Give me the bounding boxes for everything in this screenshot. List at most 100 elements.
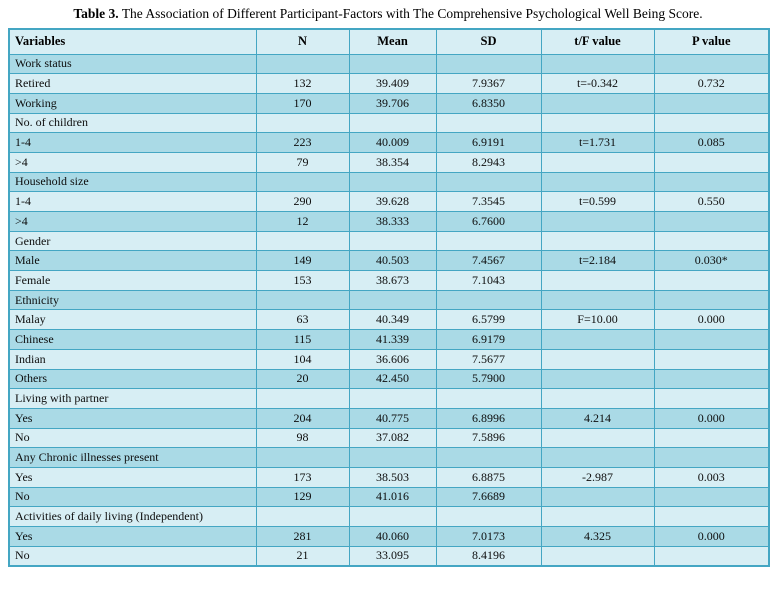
cell-variable: Indian <box>8 348 257 370</box>
group-row: Living with partner <box>8 388 770 409</box>
cell-p-value: 0.085 <box>653 132 770 153</box>
cell-variable: Male <box>8 250 257 272</box>
cell-n <box>255 506 350 527</box>
group-row: Any Chronic illnesses present <box>8 447 770 468</box>
group-row: Household size <box>8 171 770 193</box>
cell-mean: 38.354 <box>348 151 437 173</box>
cell-variable: No <box>8 427 257 449</box>
cell-sd: 7.5677 <box>435 348 542 370</box>
cell-sd <box>435 447 542 468</box>
cell-p-value <box>653 368 770 390</box>
cell-variable: Chinese <box>8 329 257 350</box>
cell-mean: 37.082 <box>348 427 437 449</box>
cell-variable: Gender <box>8 230 257 252</box>
cell-sd: 6.9179 <box>435 329 542 350</box>
cell-tf-value <box>540 53 655 75</box>
col-header-mean: Mean <box>348 28 437 55</box>
cell-variable: Work status <box>8 53 257 75</box>
results-table: Variables N Mean SD t/F value P value Wo… <box>8 28 770 567</box>
table-row: 1-4 223 40.009 6.9191 t=1.731 0.085 <box>8 132 770 153</box>
cell-variable: Yes <box>8 407 257 429</box>
cell-p-value <box>653 53 770 75</box>
cell-sd: 8.2943 <box>435 151 542 173</box>
cell-variable: No. of children <box>8 112 257 134</box>
cell-tf-value <box>540 289 655 311</box>
table-row: Yes 281 40.060 7.0173 4.325 0.000 <box>8 526 770 547</box>
cell-n <box>255 447 350 468</box>
table-row: Chinese 115 41.339 6.9179 <box>8 329 770 350</box>
cell-variable: Ethnicity <box>8 289 257 311</box>
cell-mean: 38.333 <box>348 211 437 232</box>
cell-p-value <box>653 447 770 468</box>
cell-sd: 6.8350 <box>435 92 542 114</box>
table-row: Malay 63 40.349 6.5799 F=10.00 0.000 <box>8 309 770 331</box>
cell-tf-value <box>540 151 655 173</box>
table-row: Yes 204 40.775 6.8996 4.214 0.000 <box>8 407 770 429</box>
cell-variable: 1-4 <box>8 132 257 153</box>
cell-tf-value <box>540 348 655 370</box>
cell-variable: No <box>8 545 257 567</box>
cell-sd: 8.4196 <box>435 545 542 567</box>
cell-p-value: 0.550 <box>653 191 770 212</box>
cell-n: 129 <box>255 486 350 508</box>
cell-mean <box>348 506 437 527</box>
cell-mean: 40.349 <box>348 309 437 331</box>
cell-sd <box>435 230 542 252</box>
cell-mean <box>348 289 437 311</box>
cell-p-value: 0.732 <box>653 73 770 94</box>
cell-n: 12 <box>255 211 350 232</box>
cell-p-value <box>653 289 770 311</box>
cell-tf-value <box>540 388 655 409</box>
cell-sd: 7.6689 <box>435 486 542 508</box>
cell-p-value <box>653 348 770 370</box>
cell-sd: 7.3545 <box>435 191 542 212</box>
cell-n: 20 <box>255 368 350 390</box>
cell-p-value: 0.000 <box>653 407 770 429</box>
cell-mean: 40.009 <box>348 132 437 153</box>
cell-n: 281 <box>255 526 350 547</box>
cell-variable: No <box>8 486 257 508</box>
cell-n: 115 <box>255 329 350 350</box>
cell-p-value <box>653 112 770 134</box>
col-header-tf-value: t/F value <box>540 28 655 55</box>
cell-mean: 41.339 <box>348 329 437 350</box>
cell-mean <box>348 230 437 252</box>
group-row: No. of children <box>8 112 770 134</box>
cell-tf-value <box>540 211 655 232</box>
cell-n <box>255 171 350 193</box>
cell-mean <box>348 112 437 134</box>
table-row: Yes 173 38.503 6.8875 -2.987 0.003 <box>8 466 770 488</box>
cell-sd: 7.4567 <box>435 250 542 272</box>
cell-variable: >4 <box>8 211 257 232</box>
cell-tf-value <box>540 92 655 114</box>
table-row: Others 20 42.450 5.7900 <box>8 368 770 390</box>
cell-mean: 41.016 <box>348 486 437 508</box>
cell-n: 132 <box>255 73 350 94</box>
cell-tf-value <box>540 486 655 508</box>
cell-mean: 39.409 <box>348 73 437 94</box>
col-header-n: N <box>255 28 350 55</box>
cell-variable: 1-4 <box>8 191 257 212</box>
cell-p-value <box>653 230 770 252</box>
cell-p-value <box>653 427 770 449</box>
table-row: No 129 41.016 7.6689 <box>8 486 770 508</box>
cell-p-value <box>653 171 770 193</box>
cell-sd: 7.9367 <box>435 73 542 94</box>
group-row: Gender <box>8 230 770 252</box>
cell-tf-value <box>540 447 655 468</box>
table-row: Retired 132 39.409 7.9367 t=-0.342 0.732 <box>8 73 770 94</box>
cell-p-value <box>653 545 770 567</box>
group-row: Activities of daily living (Independent) <box>8 506 770 527</box>
cell-tf-value <box>540 506 655 527</box>
cell-mean <box>348 447 437 468</box>
cell-sd <box>435 53 542 75</box>
table-caption-label: Table 3. <box>73 6 119 21</box>
cell-variable: >4 <box>8 151 257 173</box>
cell-n: 290 <box>255 191 350 212</box>
cell-variable: Any Chronic illnesses present <box>8 447 257 468</box>
cell-mean: 40.503 <box>348 250 437 272</box>
cell-mean: 40.775 <box>348 407 437 429</box>
cell-mean: 42.450 <box>348 368 437 390</box>
cell-n: 173 <box>255 466 350 488</box>
